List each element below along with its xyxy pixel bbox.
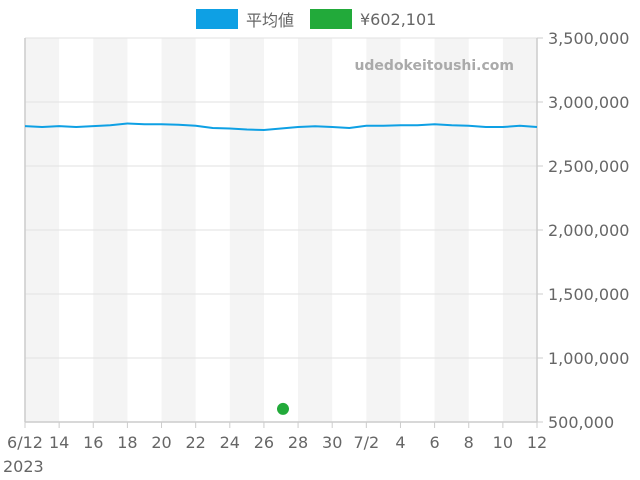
average-price-line [24, 122, 538, 132]
watermark: udedokeitoushi.com [354, 58, 514, 74]
x-tick-label: 6 [430, 433, 440, 452]
y-tick-label: 3,500,000 [548, 29, 629, 48]
legend-label-average: 平均値 [246, 11, 295, 30]
x-axis-ticks: 6/12 14 16 18 20 22 24 26 28 30 7/2 4 6 8 10 12 [7, 422, 547, 452]
x-tick-label: 6/12 [7, 433, 43, 452]
y-tick-label: 500,000 [548, 413, 614, 432]
x-tick-label: 28 [288, 433, 308, 452]
x-axis-year-label: 2023 [3, 457, 44, 476]
x-tick-label: 20 [151, 433, 171, 452]
legend-swatch-average [196, 9, 238, 29]
y-tick-label: 3,000,000 [548, 93, 629, 112]
y-tick-label: 2,000,000 [548, 221, 629, 240]
x-tick-label: 7/2 [353, 433, 379, 452]
y-tick-label: 1,500,000 [548, 285, 629, 304]
x-tick-label: 12 [527, 433, 547, 452]
legend-swatch-price [310, 9, 352, 29]
x-tick-label: 8 [464, 433, 474, 452]
x-tick-label: 24 [220, 433, 240, 452]
y-tick-label: 1,000,000 [548, 349, 629, 368]
legend-item-average[interactable]: 平均値 [196, 8, 294, 30]
x-tick-label: 26 [254, 433, 274, 452]
x-tick-label: 16 [83, 433, 103, 452]
price-points [277, 402, 289, 415]
x-tick-label: 30 [322, 433, 342, 452]
legend: 平均値 ¥602,101 [0, 8, 640, 30]
price-point[interactable] [277, 402, 289, 415]
x-tick-label: 18 [117, 433, 137, 452]
y-axis-ticks: 3,500,000 3,000,000 2,500,000 2,000,000 1,50… [537, 29, 629, 432]
x-tick-label: 10 [493, 433, 513, 452]
legend-item-price[interactable]: ¥602,101 [310, 8, 436, 30]
x-tick-label: 14 [49, 433, 69, 452]
legend-label-price: ¥602,101 [360, 9, 437, 29]
x-tick-label: 22 [185, 433, 205, 452]
y-tick-label: 2,500,000 [548, 157, 629, 176]
x-tick-label: 4 [395, 433, 405, 452]
